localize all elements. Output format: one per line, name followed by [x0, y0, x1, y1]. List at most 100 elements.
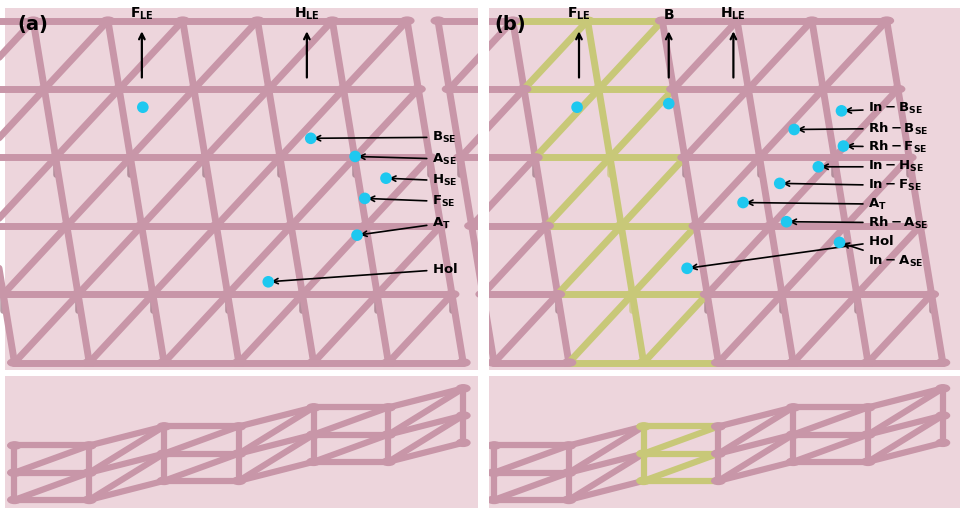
Circle shape	[487, 442, 501, 449]
Circle shape	[442, 85, 456, 93]
Circle shape	[307, 404, 320, 411]
Circle shape	[382, 404, 396, 411]
Circle shape	[891, 85, 905, 93]
Circle shape	[517, 85, 531, 93]
Text: $\mathbf{A_{T}}$: $\mathbf{A_{T}}$	[362, 215, 451, 236]
Point	[135, 103, 151, 111]
Circle shape	[711, 423, 726, 430]
Circle shape	[476, 291, 489, 298]
Circle shape	[487, 469, 501, 477]
Circle shape	[603, 154, 617, 161]
Circle shape	[262, 85, 276, 93]
Circle shape	[786, 404, 800, 411]
Point	[832, 238, 847, 247]
Circle shape	[273, 154, 287, 161]
Circle shape	[850, 291, 864, 298]
Text: $\mathbf{In-H_{SE}}$: $\mathbf{In-H_{SE}}$	[823, 159, 924, 175]
Circle shape	[506, 17, 519, 24]
Circle shape	[232, 359, 245, 366]
Point	[661, 99, 676, 108]
Circle shape	[924, 291, 938, 298]
Circle shape	[593, 85, 606, 93]
Circle shape	[176, 17, 189, 24]
Circle shape	[742, 85, 756, 93]
Circle shape	[112, 85, 125, 93]
Text: $\mathbf{In-B_{SE}}$: $\mathbf{In-B_{SE}}$	[846, 101, 924, 117]
Circle shape	[701, 291, 714, 298]
Circle shape	[71, 291, 85, 298]
Circle shape	[689, 222, 703, 229]
Circle shape	[38, 85, 51, 93]
Circle shape	[786, 431, 800, 438]
Text: $\mathbf{H_{LE}}$: $\mathbf{H_{LE}}$	[294, 6, 319, 22]
Bar	[484, 8, 960, 370]
Circle shape	[786, 359, 800, 366]
Point	[836, 142, 851, 150]
Point	[261, 278, 276, 286]
Circle shape	[753, 154, 766, 161]
Circle shape	[8, 359, 21, 366]
Point	[786, 125, 802, 134]
Circle shape	[711, 359, 726, 366]
Circle shape	[456, 359, 470, 366]
Circle shape	[637, 450, 650, 457]
Circle shape	[562, 496, 575, 503]
Circle shape	[359, 222, 372, 229]
Circle shape	[551, 291, 565, 298]
Circle shape	[775, 291, 788, 298]
Circle shape	[8, 442, 21, 449]
Point	[834, 107, 849, 115]
Circle shape	[307, 359, 320, 366]
Bar	[5, 8, 478, 370]
Point	[679, 264, 695, 272]
Circle shape	[667, 85, 680, 93]
Circle shape	[637, 477, 650, 484]
Point	[735, 198, 751, 207]
Circle shape	[465, 222, 479, 229]
Bar	[484, 376, 960, 508]
Circle shape	[348, 154, 362, 161]
Text: $\mathbf{Hol}$: $\mathbf{Hol}$	[692, 234, 895, 269]
Circle shape	[828, 154, 841, 161]
Circle shape	[400, 17, 414, 24]
Circle shape	[456, 385, 470, 392]
Circle shape	[157, 423, 171, 430]
Circle shape	[307, 458, 320, 465]
Text: $\mathbf{H_{LE}}$: $\mathbf{H_{LE}}$	[721, 6, 746, 22]
Circle shape	[456, 412, 470, 419]
Text: $\mathbf{A_{T}}$: $\mathbf{A_{T}}$	[748, 196, 887, 212]
Circle shape	[539, 222, 553, 229]
Circle shape	[936, 439, 950, 447]
Circle shape	[914, 222, 927, 229]
Circle shape	[8, 469, 21, 477]
Text: $\mathbf{F_{SE}}$: $\mathbf{F_{SE}}$	[370, 194, 455, 209]
Circle shape	[232, 450, 245, 457]
Circle shape	[382, 458, 396, 465]
Circle shape	[8, 496, 21, 503]
Circle shape	[187, 85, 201, 93]
Circle shape	[285, 222, 298, 229]
Circle shape	[786, 458, 800, 465]
Circle shape	[711, 477, 726, 484]
Circle shape	[431, 17, 445, 24]
Circle shape	[711, 450, 726, 457]
Circle shape	[637, 423, 650, 430]
Bar	[478, 0, 489, 518]
Circle shape	[60, 222, 73, 229]
Circle shape	[83, 469, 96, 477]
Circle shape	[199, 154, 212, 161]
Circle shape	[562, 359, 575, 366]
Circle shape	[135, 222, 149, 229]
Circle shape	[936, 385, 950, 392]
Point	[349, 231, 365, 239]
Text: $\mathbf{F_{LE}}$: $\mathbf{F_{LE}}$	[567, 6, 591, 22]
Point	[569, 103, 585, 111]
Text: $\mathbf{Rh-B_{SE}}$: $\mathbf{Rh-B_{SE}}$	[799, 120, 929, 137]
Circle shape	[382, 431, 396, 438]
Circle shape	[529, 154, 542, 161]
Point	[811, 163, 826, 171]
Circle shape	[26, 17, 40, 24]
Circle shape	[861, 431, 874, 438]
Circle shape	[678, 154, 692, 161]
Circle shape	[615, 222, 628, 229]
